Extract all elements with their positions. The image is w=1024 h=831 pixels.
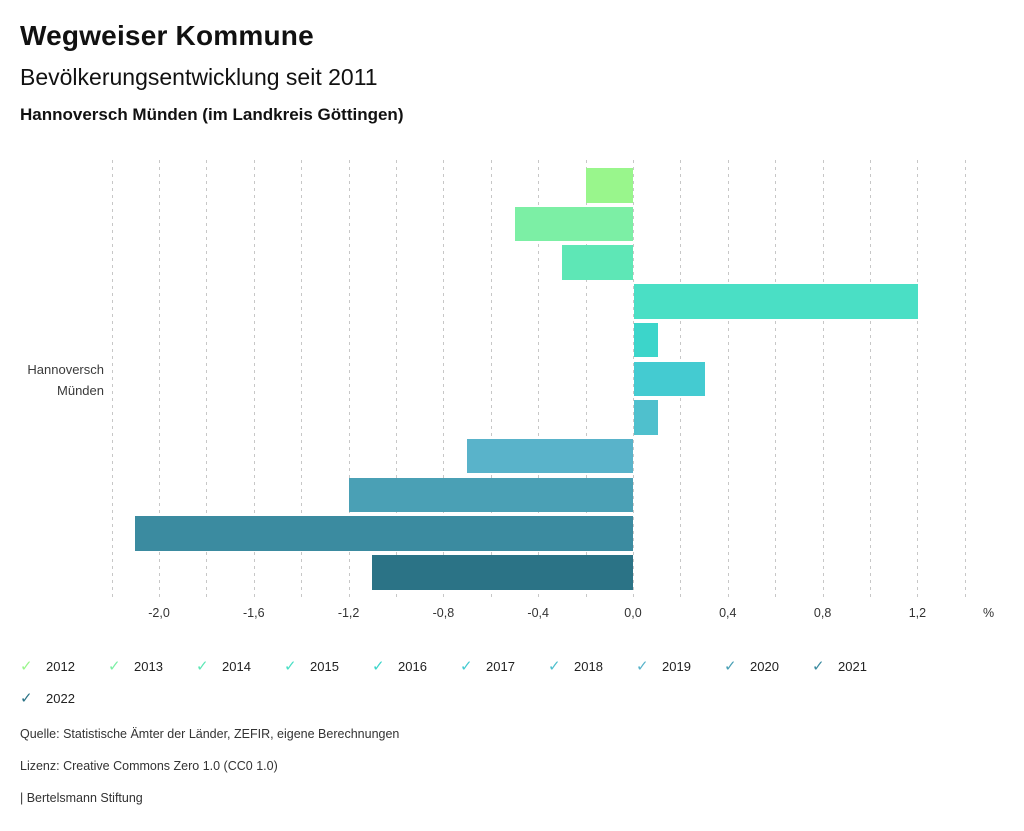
legend-year-label: 2019 [662, 658, 691, 674]
check-icon: ✓ [284, 658, 297, 675]
footer: Quelle: Statistische Ämter der Länder, Z… [20, 728, 399, 824]
gridline [111, 160, 113, 600]
license-text: Lizenz: Creative Commons Zero 1.0 (CC0 1… [20, 759, 278, 773]
bar-2022[interactable] [372, 555, 633, 590]
gridline [253, 160, 255, 600]
legend-year-label: 2012 [46, 658, 75, 674]
legend-year-label: 2015 [310, 658, 339, 674]
legend-year-label: 2020 [750, 658, 779, 674]
x-axis-unit-label: % [982, 606, 995, 620]
gridline [964, 160, 966, 600]
bar-2015[interactable] [634, 284, 919, 319]
legend-year-label: 2018 [574, 658, 603, 674]
gridline [585, 160, 587, 600]
gridline [822, 160, 824, 600]
gridline [633, 160, 634, 600]
legend-year-label: 2014 [222, 658, 251, 674]
category-label-line1: Hannoversch [27, 362, 104, 377]
x-tick-label: -0,4 [527, 606, 549, 620]
gridline [490, 160, 492, 600]
legend-year-label: 2022 [46, 690, 75, 706]
legend-item-2017[interactable]: ✓ 2017 [460, 650, 548, 682]
gridline [443, 160, 445, 600]
source-text: Quelle: Statistische Ämter der Länder, Z… [20, 727, 400, 741]
legend-item-2022[interactable]: ✓ 2022 [20, 682, 108, 714]
check-icon: ✓ [196, 658, 209, 675]
legend-item-2021[interactable]: ✓ 2021 [812, 650, 900, 682]
x-tick-label: -0,8 [432, 606, 455, 620]
legend-year-label: 2017 [486, 658, 515, 674]
x-tick-label: 0,4 [719, 606, 737, 620]
check-icon: ✓ [20, 690, 33, 707]
check-icon: ✓ [724, 658, 737, 675]
region-subtitle: Hannoversch Münden (im Landkreis Götting… [20, 105, 404, 124]
legend: ✓ 2012 ✓ 2013 ✓ 2014 ✓ 2015 ✓ 2016 ✓ 2017 ✓ 2018 ✓ 2019… [20, 650, 920, 714]
bar-2016[interactable] [634, 322, 658, 358]
bar-2018[interactable] [634, 400, 658, 435]
bar-2021[interactable] [135, 516, 633, 551]
x-tick-label: 0,8 [813, 606, 832, 620]
page-title: Wegweiser Kommune [20, 20, 314, 51]
legend-item-2014[interactable]: ✓ 2014 [196, 650, 284, 682]
gridline [870, 160, 871, 600]
legend-item-2020[interactable]: ✓ 2020 [724, 650, 812, 682]
chart-title: Bevölkerungsentwicklung seit 2011 [20, 64, 378, 90]
gridline [396, 160, 397, 600]
x-tick-label: 1,2 [908, 606, 927, 620]
legend-item-2019[interactable]: ✓ 2019 [636, 650, 724, 682]
bar-2019[interactable] [467, 438, 633, 474]
check-icon: ✓ [372, 658, 385, 675]
x-tick-label: -1,2 [337, 606, 360, 620]
bar-2020[interactable] [348, 477, 633, 513]
category-label-line2: Münden [57, 383, 104, 398]
population-bar-chart: Hannoversch Münden -2,0 -1,6 -1,2 -0,8 -0,4 0… [0, 160, 1024, 630]
legend-item-2012[interactable]: ✓ 2012 [20, 650, 108, 682]
check-icon: ✓ [108, 658, 121, 675]
y-axis-category-label: Hannoversch Münden [0, 359, 104, 401]
gridline [206, 160, 208, 600]
gridline [917, 160, 919, 600]
check-icon: ✓ [812, 658, 825, 675]
x-tick-label: 0,0 [624, 606, 642, 620]
gridline [348, 160, 350, 600]
bar-2017[interactable] [634, 361, 706, 396]
gridline [727, 160, 729, 600]
check-icon: ✓ [636, 658, 649, 675]
bar-2012[interactable] [585, 168, 633, 203]
gridline [301, 160, 303, 600]
bar-2013[interactable] [514, 206, 633, 242]
x-tick-label: -1,6 [243, 606, 265, 620]
gridline [775, 160, 777, 600]
check-icon: ✓ [460, 658, 473, 675]
gridline [538, 160, 540, 600]
legend-year-label: 2021 [838, 658, 867, 674]
legend-item-2016[interactable]: ✓ 2016 [372, 650, 460, 682]
gridline [159, 160, 160, 600]
bar-2014[interactable] [561, 245, 633, 280]
attribution-text: | Bertelsmann Stiftung [20, 791, 143, 805]
legend-item-2015[interactable]: ✓ 2015 [284, 650, 372, 682]
check-icon: ✓ [548, 658, 561, 675]
legend-item-2018[interactable]: ✓ 2018 [548, 650, 636, 682]
x-tick-label: -2,0 [148, 606, 170, 620]
legend-year-label: 2013 [134, 658, 163, 674]
check-icon: ✓ [20, 658, 33, 675]
legend-item-2013[interactable]: ✓ 2013 [108, 650, 196, 682]
legend-year-label: 2016 [398, 658, 427, 674]
